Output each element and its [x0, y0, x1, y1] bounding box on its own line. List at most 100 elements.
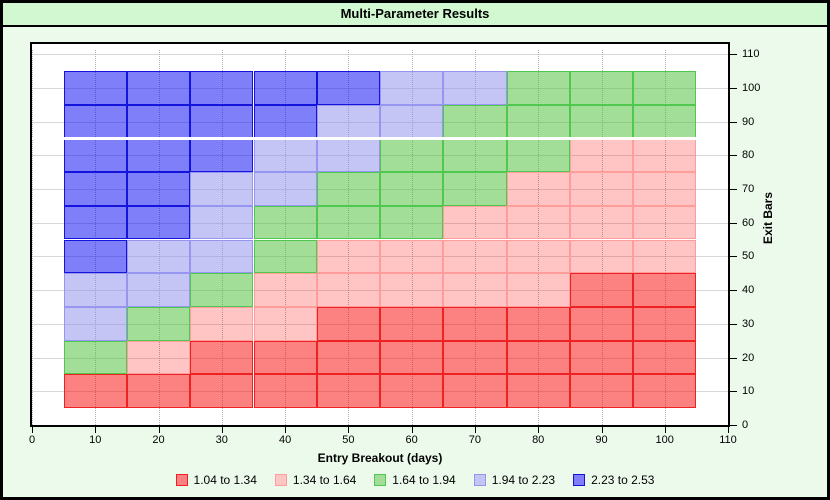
heatmap-cell[interactable]: [126, 71, 191, 105]
heatmap-cell[interactable]: [316, 71, 380, 105]
heatmap-cell[interactable]: [506, 307, 570, 341]
heatmap-cell[interactable]: [569, 273, 634, 307]
heatmap-cell[interactable]: [443, 307, 507, 341]
heatmap-cell[interactable]: [126, 307, 191, 341]
heatmap-cell[interactable]: [126, 340, 191, 375]
heatmap-cell[interactable]: [126, 138, 191, 173]
heatmap-cell[interactable]: [190, 104, 254, 139]
heatmap-cell[interactable]: [253, 340, 317, 375]
heatmap-cell[interactable]: [63, 138, 127, 173]
heatmap-cell[interactable]: [63, 239, 127, 274]
heatmap-cell[interactable]: [380, 374, 444, 409]
heatmap-cell[interactable]: [316, 340, 380, 375]
heatmap-cell[interactable]: [569, 71, 634, 105]
heatmap-cell[interactable]: [253, 71, 317, 105]
heatmap-cell[interactable]: [316, 138, 380, 173]
heatmap-cell[interactable]: [316, 104, 380, 139]
heatmap-cell[interactable]: [506, 374, 570, 409]
heatmap-cell[interactable]: [443, 239, 507, 274]
heatmap-cell[interactable]: [380, 104, 444, 139]
heatmap-cell[interactable]: [63, 205, 127, 240]
heatmap-cell[interactable]: [126, 172, 191, 206]
heatmap-cell[interactable]: [126, 374, 191, 409]
heatmap-cell[interactable]: [633, 71, 697, 105]
heatmap-cell[interactable]: [126, 239, 191, 274]
heatmap-cell[interactable]: [190, 172, 254, 206]
heatmap-cell[interactable]: [190, 273, 254, 307]
heatmap-cell[interactable]: [569, 239, 634, 274]
heatmap-cell[interactable]: [190, 71, 254, 105]
heatmap-cell[interactable]: [569, 307, 634, 341]
heatmap-cell[interactable]: [443, 172, 507, 206]
heatmap-cell[interactable]: [633, 340, 697, 375]
heatmap-cell[interactable]: [443, 374, 507, 409]
heatmap-cell[interactable]: [569, 340, 634, 375]
heatmap-cell[interactable]: [506, 104, 570, 139]
heatmap-cell[interactable]: [190, 340, 254, 375]
heatmap-cell[interactable]: [569, 104, 634, 139]
heatmap-cell[interactable]: [506, 205, 570, 240]
heatmap-cell[interactable]: [443, 205, 507, 240]
heatmap-cell[interactable]: [190, 205, 254, 240]
heatmap-cell[interactable]: [63, 104, 127, 139]
heatmap-cell[interactable]: [316, 273, 380, 307]
heatmap-cell[interactable]: [569, 374, 634, 409]
heatmap-cell[interactable]: [633, 104, 697, 139]
heatmap-cell[interactable]: [443, 104, 507, 139]
heatmap-cell[interactable]: [569, 138, 634, 173]
heatmap-cell[interactable]: [63, 374, 127, 409]
heatmap-cell[interactable]: [63, 340, 127, 375]
heatmap-cell[interactable]: [380, 239, 444, 274]
heatmap-cell[interactable]: [569, 172, 634, 206]
heatmap-cell[interactable]: [506, 340, 570, 375]
heatmap-cell[interactable]: [253, 138, 317, 173]
heatmap-cell[interactable]: [633, 239, 697, 274]
heatmap-cell[interactable]: [380, 138, 444, 173]
heatmap-cell[interactable]: [253, 205, 317, 240]
heatmap-cell[interactable]: [633, 172, 697, 206]
heatmap-cell[interactable]: [316, 374, 380, 409]
heatmap-cell[interactable]: [380, 172, 444, 206]
heatmap-cell[interactable]: [126, 104, 191, 139]
heatmap-cell[interactable]: [253, 104, 317, 139]
heatmap-cell[interactable]: [316, 172, 380, 206]
heatmap-cell[interactable]: [633, 273, 697, 307]
heatmap-cell[interactable]: [316, 239, 380, 274]
heatmap-cell[interactable]: [63, 307, 127, 341]
heatmap-cell[interactable]: [506, 239, 570, 274]
heatmap-cell[interactable]: [126, 205, 191, 240]
heatmap-cell[interactable]: [63, 71, 127, 105]
heatmap-cell[interactable]: [443, 138, 507, 173]
heatmap-cell[interactable]: [380, 205, 444, 240]
heatmap-cell[interactable]: [633, 138, 697, 173]
heatmap-cell[interactable]: [253, 273, 317, 307]
heatmap-cell[interactable]: [380, 273, 444, 307]
heatmap-cell[interactable]: [380, 71, 444, 105]
heatmap-cell[interactable]: [63, 172, 127, 206]
heatmap-cell[interactable]: [569, 205, 634, 240]
heatmap-cell[interactable]: [506, 172, 570, 206]
heatmap-cell[interactable]: [190, 239, 254, 274]
heatmap-cell[interactable]: [126, 273, 191, 307]
heatmap-cell[interactable]: [253, 374, 317, 409]
heatmap-cell[interactable]: [190, 307, 254, 341]
heatmap-cell[interactable]: [443, 71, 507, 105]
heatmap-cell[interactable]: [316, 307, 380, 341]
heatmap-cell[interactable]: [633, 205, 697, 240]
heatmap-cell[interactable]: [506, 273, 570, 307]
heatmap-cell[interactable]: [253, 172, 317, 206]
heatmap-cell[interactable]: [506, 71, 570, 105]
heatmap-cell[interactable]: [443, 273, 507, 307]
heatmap-cell[interactable]: [190, 374, 254, 409]
heatmap-cell[interactable]: [633, 307, 697, 341]
heatmap-cell[interactable]: [443, 340, 507, 375]
heatmap-cell[interactable]: [190, 138, 254, 173]
heatmap-cell[interactable]: [63, 273, 127, 307]
heatmap-cell[interactable]: [380, 307, 444, 341]
heatmap-cell[interactable]: [633, 374, 697, 409]
heatmap-cell[interactable]: [506, 138, 570, 173]
heatmap-cell[interactable]: [380, 340, 444, 375]
heatmap-cell[interactable]: [253, 307, 317, 341]
heatmap-cell[interactable]: [253, 239, 317, 274]
heatmap-cell[interactable]: [316, 205, 380, 240]
